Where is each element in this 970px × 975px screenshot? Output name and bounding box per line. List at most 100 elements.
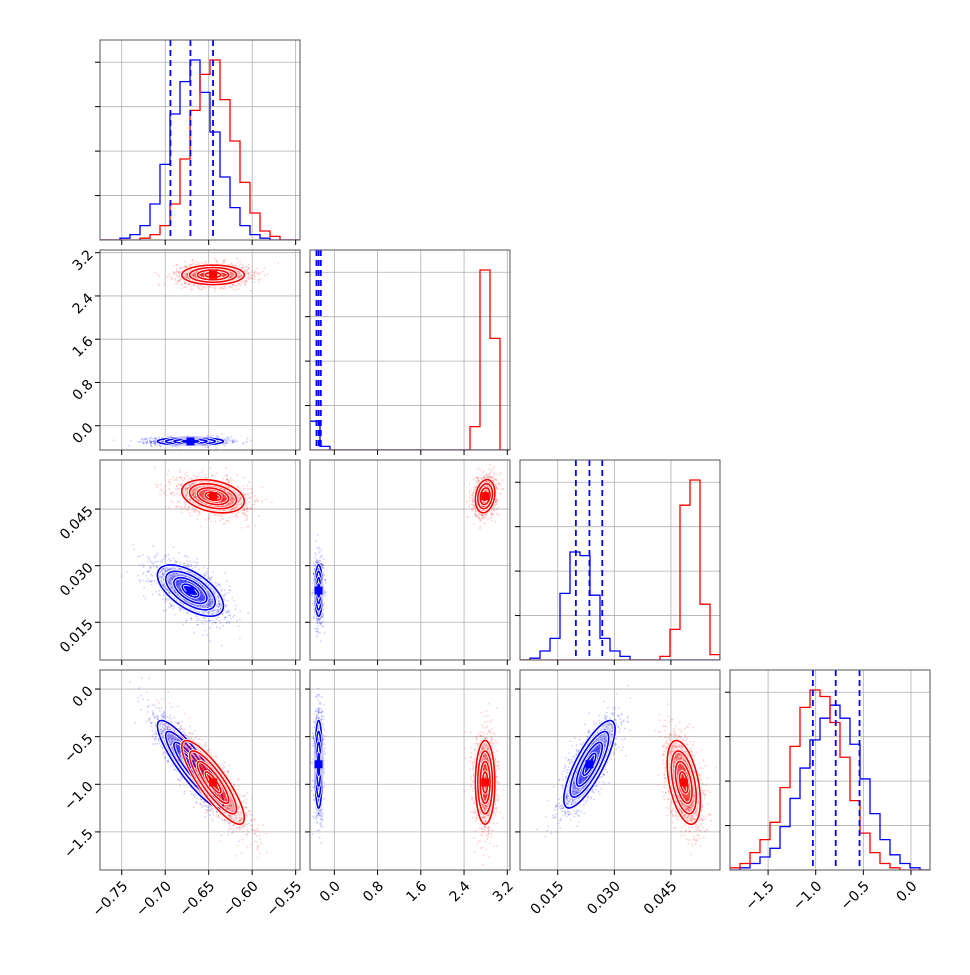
sample-point xyxy=(250,507,252,509)
sample-point xyxy=(251,488,253,490)
sample-point xyxy=(206,567,208,569)
sample-point xyxy=(219,583,221,585)
sample-point xyxy=(161,561,163,563)
sample-point xyxy=(152,440,154,442)
sample-point xyxy=(159,484,161,486)
sample-point xyxy=(143,441,145,443)
sample-point xyxy=(181,288,183,290)
sample-point xyxy=(223,262,225,264)
sample-point xyxy=(236,474,238,476)
sample-point xyxy=(143,587,145,589)
sample-point xyxy=(176,275,178,277)
sample-point xyxy=(142,563,144,565)
sample-point xyxy=(243,488,245,490)
sample-point xyxy=(188,564,190,566)
sample-point xyxy=(143,572,145,574)
sample-point xyxy=(185,506,187,508)
sample-point xyxy=(113,439,115,441)
sample-point xyxy=(185,287,187,289)
sample-point xyxy=(163,558,165,560)
sample-point xyxy=(170,276,172,278)
sample-point xyxy=(186,612,188,614)
sample-point xyxy=(181,512,183,514)
sample-point xyxy=(232,516,234,518)
sample-point xyxy=(228,589,230,591)
sample-point xyxy=(244,284,246,286)
sample-point xyxy=(238,265,240,267)
sample-point xyxy=(225,611,227,613)
sample-point xyxy=(277,262,279,264)
sample-point xyxy=(190,617,192,619)
sample-point xyxy=(248,278,250,280)
sample-point xyxy=(143,443,145,445)
sample-point xyxy=(189,264,191,266)
sample-point xyxy=(220,622,222,624)
sample-point xyxy=(224,589,226,591)
sample-point xyxy=(210,576,212,578)
histogram-step-blue xyxy=(520,552,720,660)
sample-point xyxy=(157,273,159,275)
sample-point xyxy=(184,478,186,480)
sample-point xyxy=(246,502,248,504)
sample-point xyxy=(215,618,217,620)
sample-point xyxy=(174,614,176,616)
sample-point xyxy=(194,566,196,568)
sample-point xyxy=(264,267,266,269)
sample-point xyxy=(197,558,199,560)
sample-point xyxy=(198,619,200,621)
sample-point xyxy=(226,442,228,444)
sample-point xyxy=(250,290,252,292)
sample-point xyxy=(139,564,141,566)
scatter-p1-p2 xyxy=(113,258,279,452)
sample-point xyxy=(183,286,185,288)
sample-point xyxy=(153,562,155,564)
sample-point xyxy=(227,600,229,602)
sample-point xyxy=(149,559,151,561)
sample-point xyxy=(204,287,206,289)
sample-point xyxy=(165,485,167,487)
sample-point xyxy=(226,621,228,623)
sample-point xyxy=(151,580,153,582)
sample-point xyxy=(225,593,227,595)
sample-point xyxy=(167,470,169,472)
sample-point xyxy=(199,513,201,515)
sample-point xyxy=(232,441,234,443)
sample-point xyxy=(228,592,230,594)
sample-point xyxy=(248,264,250,266)
sample-point xyxy=(130,440,132,442)
sample-point xyxy=(143,595,145,597)
sample-point xyxy=(219,627,221,629)
sample-point xyxy=(234,439,236,441)
sample-point xyxy=(192,263,194,265)
sample-point xyxy=(204,620,206,622)
sample-point xyxy=(248,267,250,269)
sample-point xyxy=(223,619,225,621)
sample-point xyxy=(243,443,245,445)
sample-point xyxy=(243,477,245,479)
sample-point xyxy=(165,610,167,612)
sample-point xyxy=(215,621,217,623)
sample-point xyxy=(228,621,230,623)
sample-point xyxy=(264,274,266,276)
sample-point xyxy=(154,580,156,582)
sample-point xyxy=(207,573,209,575)
sample-point xyxy=(173,274,175,276)
sample-point xyxy=(229,611,231,613)
sample-point xyxy=(224,445,226,447)
sample-point xyxy=(156,445,158,447)
sample-point xyxy=(250,274,252,276)
sample-point xyxy=(209,640,211,642)
sample-point xyxy=(158,284,160,286)
sample-point xyxy=(203,573,205,575)
sample-point xyxy=(139,555,141,557)
sample-point xyxy=(231,597,233,599)
sample-point xyxy=(232,616,234,618)
sample-point xyxy=(239,487,241,489)
sample-point xyxy=(151,446,153,448)
sample-point xyxy=(158,593,160,595)
sample-point xyxy=(202,623,204,625)
histogram-p3 xyxy=(520,460,720,660)
sample-point xyxy=(228,610,230,612)
sample-point xyxy=(180,610,182,612)
